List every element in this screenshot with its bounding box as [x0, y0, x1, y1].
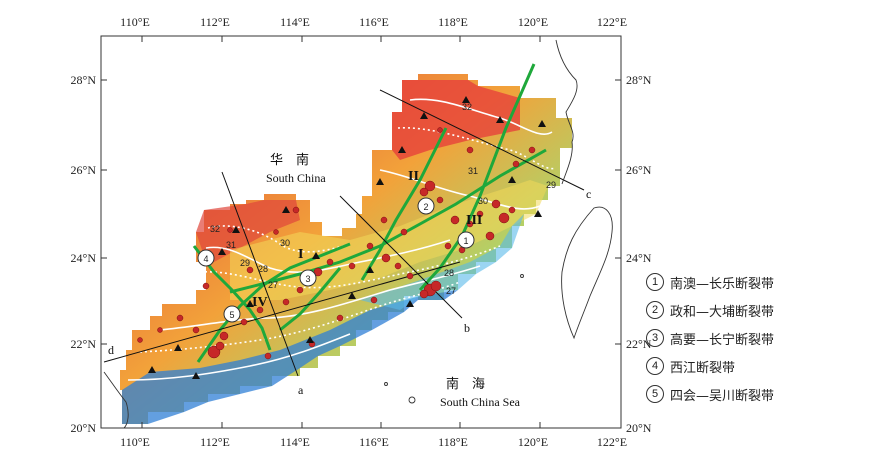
legend-item: 5 四会—吴川断裂带 — [646, 380, 871, 408]
lon-tick-label: 116°E — [359, 435, 389, 449]
legend-label: 西江断裂带 — [670, 360, 736, 376]
south-china-sea-label-en: South China Sea — [440, 395, 521, 409]
epicenters — [137, 127, 536, 360]
contour-label: 27 — [446, 286, 456, 296]
profile-label: a — [298, 383, 304, 397]
legend-label: 政和—大埔断裂带 — [670, 304, 775, 320]
legend-number: 5 — [646, 385, 664, 403]
contour-label: 28 — [258, 264, 268, 274]
legend-number: 2 — [646, 301, 664, 319]
legend-item: 1 南澳—长乐断裂带 — [646, 268, 871, 296]
zone-label: III — [466, 213, 482, 228]
fault-number: 1 — [463, 236, 468, 246]
lon-tick-label: 114°E — [280, 15, 310, 29]
profile-label: b — [464, 321, 470, 335]
lat-tick-label: 28°N — [626, 73, 652, 87]
legend-label: 南澳—长乐断裂带 — [670, 276, 775, 292]
lon-tick-label: 112°E — [200, 15, 230, 29]
lon-tick-label: 118°E — [438, 15, 468, 29]
lon-tick-label: 122°E — [597, 15, 627, 29]
south-china-label-cn: 华 南 — [270, 152, 309, 168]
lon-tick-label: 120°E — [518, 435, 548, 449]
lat-tick-label: 22°N — [626, 337, 652, 351]
fault-number: 2 — [423, 202, 428, 212]
lat-tick-label: 22°N — [71, 337, 97, 351]
contour-label: 31 — [226, 240, 236, 250]
legend-item: 2 政和—大埔断裂带 — [646, 296, 871, 324]
legend-number: 3 — [646, 329, 664, 347]
lat-tick-label: 20°N — [626, 421, 652, 435]
contour-label: 32 — [462, 102, 472, 112]
zone-label: IV — [252, 295, 268, 310]
legend: 1 南澳—长乐断裂带 2 政和—大埔断裂带 3 高要—长宁断裂带 4 西江断裂带… — [646, 268, 871, 408]
lon-tick-label: 122°E — [597, 435, 627, 449]
lon-tick-label: 112°E — [200, 435, 230, 449]
axis-ticks — [101, 36, 621, 428]
profile-label: c — [586, 187, 591, 201]
profile-label: d — [108, 343, 114, 357]
contour-label: 27 — [268, 280, 278, 290]
lat-tick-label: 26°N — [71, 163, 97, 177]
lon-tick-label: 120°E — [518, 15, 548, 29]
south-china-label-en: South China — [266, 171, 326, 185]
legend-item: 3 高要—长宁断裂带 — [646, 324, 871, 352]
fault-number: 5 — [229, 310, 234, 320]
lon-tick-label: 110°E — [120, 15, 150, 29]
legend-number: 4 — [646, 357, 664, 375]
south-china-sea-label-cn: 南 海 — [446, 376, 485, 392]
coastline — [103, 39, 613, 429]
contour-label: 30 — [478, 196, 488, 206]
contour-label: 32 — [210, 224, 220, 234]
fault-number: 4 — [203, 254, 208, 264]
contour-label: 29 — [240, 258, 250, 268]
contour-label: 29 — [546, 180, 556, 190]
lat-tick-label: 26°N — [626, 163, 652, 177]
fault-number: 3 — [305, 274, 310, 284]
contour-label: 30 — [280, 238, 290, 248]
lat-tick-label: 24°N — [71, 251, 97, 265]
contour-label: 31 — [468, 166, 478, 176]
legend-number: 1 — [646, 273, 664, 291]
lon-tick-label: 110°E — [120, 435, 150, 449]
lon-tick-label: 114°E — [280, 435, 310, 449]
zone-label: II — [408, 169, 419, 184]
lat-tick-label: 24°N — [626, 251, 652, 265]
fault-lines — [192, 63, 547, 363]
zone-label: I — [298, 247, 303, 262]
contour-label: 28 — [444, 268, 454, 278]
fault-number-markers: 1 2 3 4 5 — [197, 197, 475, 323]
lon-tick-label: 118°E — [438, 435, 468, 449]
legend-label: 高要—长宁断裂带 — [670, 332, 775, 348]
profile-lines — [103, 89, 585, 377]
legend-item: 4 西江断裂带 — [646, 352, 871, 380]
stations — [148, 96, 546, 379]
lat-tick-label: 20°N — [71, 421, 97, 435]
legend-label: 四会—吴川断裂带 — [670, 388, 775, 404]
lat-tick-label: 28°N — [71, 73, 97, 87]
lon-tick-label: 116°E — [359, 15, 389, 29]
